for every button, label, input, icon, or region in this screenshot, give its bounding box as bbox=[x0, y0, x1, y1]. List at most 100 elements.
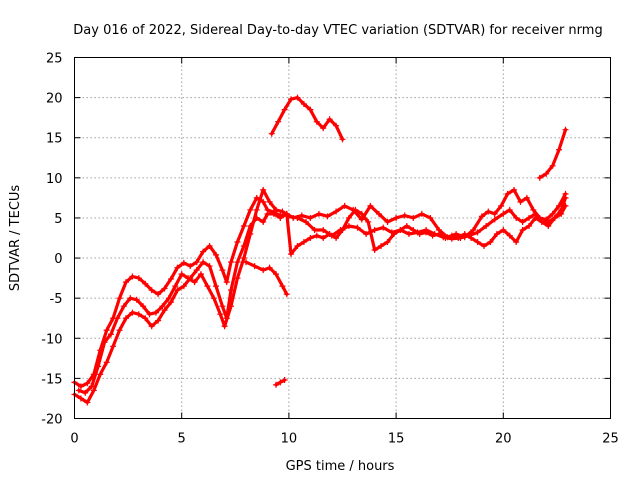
data-point bbox=[470, 226, 477, 233]
data-point bbox=[180, 283, 187, 290]
data-point bbox=[266, 198, 273, 205]
data-point bbox=[536, 174, 543, 181]
data-point bbox=[320, 235, 327, 241]
data-point bbox=[393, 214, 400, 221]
data-point bbox=[152, 309, 159, 316]
data-point bbox=[84, 399, 91, 406]
data-point bbox=[273, 381, 280, 388]
data-point bbox=[307, 214, 314, 221]
data-point bbox=[234, 239, 241, 246]
data-point bbox=[294, 214, 301, 221]
data-point bbox=[77, 383, 84, 390]
data-point bbox=[260, 218, 267, 225]
data-point bbox=[273, 206, 280, 213]
y-axis-label: SDTVAR / TECUs bbox=[8, 185, 23, 292]
data-point bbox=[288, 251, 295, 258]
tick-layer: 0 5 10 15 20 25 -20 -15 -10 -5 0 5 10 15 20 25 bbox=[41, 52, 619, 447]
series-segment-high bbox=[270, 95, 345, 141]
data-point bbox=[388, 229, 395, 236]
data-point bbox=[491, 210, 498, 217]
data-point bbox=[97, 371, 104, 378]
data-point bbox=[526, 214, 533, 221]
data-point bbox=[549, 210, 556, 217]
data-point bbox=[506, 232, 513, 239]
y-tick-label: -10 bbox=[41, 332, 62, 347]
data-point bbox=[185, 275, 192, 282]
data-point bbox=[228, 287, 235, 294]
data-point bbox=[513, 239, 520, 246]
data-point bbox=[313, 118, 320, 125]
data-point bbox=[260, 186, 267, 193]
data-point bbox=[378, 243, 385, 250]
data-point bbox=[493, 230, 500, 237]
y-tick-label: -15 bbox=[41, 372, 62, 387]
data-point bbox=[213, 283, 220, 290]
data-point bbox=[200, 259, 207, 266]
data-point bbox=[320, 125, 327, 132]
data-point bbox=[159, 303, 166, 310]
data-point bbox=[384, 218, 391, 225]
data-point bbox=[440, 234, 447, 241]
data-point bbox=[260, 198, 267, 205]
data-point bbox=[90, 387, 97, 394]
data-point bbox=[294, 94, 301, 101]
data-point bbox=[556, 146, 563, 153]
data-point bbox=[345, 222, 352, 229]
data-point bbox=[200, 248, 207, 255]
data-point bbox=[268, 130, 275, 137]
data-point bbox=[519, 226, 526, 233]
data-point bbox=[206, 243, 213, 250]
data-point bbox=[363, 230, 370, 237]
data-point bbox=[549, 162, 556, 169]
data-point bbox=[129, 273, 136, 280]
data-point bbox=[423, 226, 430, 233]
data-point bbox=[365, 218, 372, 225]
data-point bbox=[324, 213, 331, 220]
series-segment-end bbox=[538, 128, 568, 180]
data-point bbox=[371, 226, 378, 233]
y-tick-label: 20 bbox=[46, 92, 63, 107]
data-point bbox=[129, 309, 136, 316]
x-tick-label: 20 bbox=[495, 432, 512, 447]
x-axis-label: GPS time / hours bbox=[286, 459, 395, 474]
data-point bbox=[427, 214, 434, 221]
data-point bbox=[167, 275, 174, 282]
data-point bbox=[253, 206, 260, 213]
data-point bbox=[277, 379, 284, 386]
data-point bbox=[371, 247, 378, 254]
data-point bbox=[167, 299, 174, 306]
data-point bbox=[219, 267, 226, 274]
data-point bbox=[84, 380, 91, 387]
data-point bbox=[513, 214, 520, 221]
data-point bbox=[300, 101, 307, 108]
y-tick-label: 15 bbox=[46, 132, 63, 147]
data-point bbox=[146, 311, 153, 318]
data-point bbox=[187, 263, 194, 270]
data-point bbox=[217, 311, 224, 318]
data-point bbox=[328, 232, 335, 239]
data-point bbox=[448, 235, 455, 242]
data-point bbox=[532, 210, 539, 217]
data-point bbox=[174, 287, 181, 294]
x-tick-label: 0 bbox=[70, 432, 78, 447]
data-point bbox=[88, 383, 95, 390]
data-point bbox=[375, 210, 382, 217]
data-point bbox=[288, 96, 295, 103]
data-point bbox=[517, 198, 524, 205]
data-point bbox=[414, 229, 421, 236]
data-point bbox=[206, 263, 213, 270]
data-point bbox=[228, 259, 235, 266]
data-point bbox=[77, 395, 84, 402]
data-point bbox=[247, 230, 254, 237]
data-point bbox=[410, 214, 417, 221]
data-point bbox=[491, 216, 498, 223]
data-point bbox=[240, 255, 247, 262]
data-point bbox=[135, 311, 142, 318]
plot-frame bbox=[74, 57, 611, 419]
data-point bbox=[101, 339, 108, 346]
data-point bbox=[300, 239, 307, 246]
data-point bbox=[148, 323, 155, 330]
data-point bbox=[223, 279, 230, 286]
data-point bbox=[358, 216, 365, 223]
data-point bbox=[562, 126, 569, 133]
